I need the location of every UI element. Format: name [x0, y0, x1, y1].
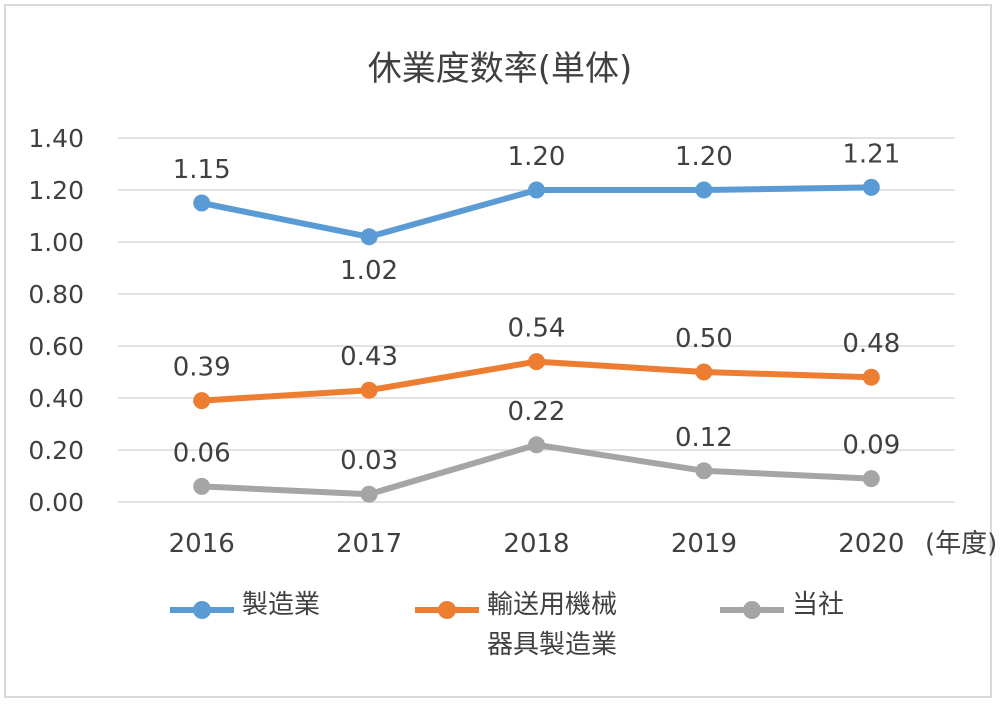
- x-axis-unit: (年度): [925, 529, 997, 559]
- data-label: 1.15: [173, 155, 231, 185]
- data-label: 0.54: [508, 314, 566, 344]
- data-label: 0.06: [173, 438, 231, 468]
- y-tick-label: 0.60: [28, 332, 84, 361]
- data-point: [695, 363, 713, 381]
- legend-label-line: 当社: [792, 590, 845, 620]
- y-tick-label: 0.20: [28, 436, 84, 465]
- data-point: [193, 477, 211, 495]
- y-tick-label: 0.40: [28, 384, 84, 413]
- data-point: [193, 392, 211, 410]
- data-label: 0.22: [508, 397, 566, 427]
- data-point: [862, 470, 880, 488]
- legend-item-company: 当社: [720, 585, 844, 625]
- data-label: 0.09: [842, 431, 900, 461]
- data-label: 0.12: [675, 423, 733, 453]
- data-point: [862, 368, 880, 386]
- legend-swatch-manufacturing: [170, 601, 234, 619]
- data-label: 1.21: [842, 139, 900, 169]
- series-2: 0.06 0.03 0.22 0.12 0.09: [173, 397, 900, 503]
- x-tick-label: 2016: [169, 529, 235, 559]
- legend-label-transport-machinery: 輸送用機械 器具製造業: [487, 585, 617, 665]
- data-point: [695, 462, 713, 480]
- data-label: 1.20: [675, 142, 733, 172]
- series-0: 1.15 1.02 1.20 1.20 1.21: [173, 139, 900, 285]
- legend-label-line: 製造業: [242, 590, 321, 620]
- y-tick-label: 1.40: [28, 124, 84, 153]
- legend-item-transport-machinery: 輸送用機械 器具製造業: [415, 585, 617, 665]
- x-tick-label: 2018: [503, 529, 569, 559]
- data-label: 0.48: [842, 329, 900, 359]
- data-label: 1.20: [508, 142, 566, 172]
- legend-label-line: 器具製造業: [487, 630, 618, 660]
- data-label: 0.43: [340, 342, 398, 372]
- legend-swatch-transport-machinery: [415, 601, 479, 619]
- chart-title: 休業度数率(単体): [368, 49, 633, 89]
- data-label: 0.50: [675, 324, 733, 354]
- data-point: [695, 181, 713, 199]
- legend-label-line: 輸送用機械: [487, 590, 618, 620]
- x-tick-label: 2017: [336, 529, 402, 559]
- x-tick-labels: 2016 2017 2018 2019 2020: [169, 529, 905, 559]
- legend-item-manufacturing: 製造業: [170, 585, 320, 625]
- data-point: [360, 228, 378, 246]
- y-tick-labels: 0.00 0.20 0.40 0.60 0.80 1.00 1.20 1.40: [28, 124, 84, 517]
- x-tick-label: 2020: [838, 529, 904, 559]
- x-tick-label: 2019: [671, 529, 737, 559]
- legend-swatch-company: [720, 601, 784, 619]
- legend: 製造業 輸送用機械 器具製造業 当社: [0, 585, 1000, 685]
- data-label: 1.02: [340, 256, 398, 286]
- y-tick-label: 0.00: [28, 488, 84, 517]
- legend-label-manufacturing: 製造業: [242, 585, 320, 625]
- data-point: [528, 353, 545, 371]
- series-1: 0.39 0.43 0.54 0.50 0.48: [173, 314, 900, 410]
- data-point: [193, 194, 211, 212]
- y-tick-label: 1.20: [28, 176, 84, 205]
- data-label: 0.39: [173, 353, 231, 383]
- data-point: [360, 381, 378, 399]
- data-point: [862, 178, 880, 196]
- data-point: [528, 436, 545, 454]
- series-layer: 1.15 1.02 1.20 1.20 1.21 0.39 0.43 0.54 0.50 0.48…: [173, 139, 900, 503]
- y-tick-label: 1.00: [28, 228, 84, 257]
- chart-frame: [4, 4, 992, 698]
- data-label: 0.03: [340, 446, 398, 476]
- y-tick-label: 0.80: [28, 280, 84, 309]
- data-point: [360, 485, 378, 503]
- legend-label-company: 当社: [792, 585, 844, 625]
- data-point: [528, 181, 545, 199]
